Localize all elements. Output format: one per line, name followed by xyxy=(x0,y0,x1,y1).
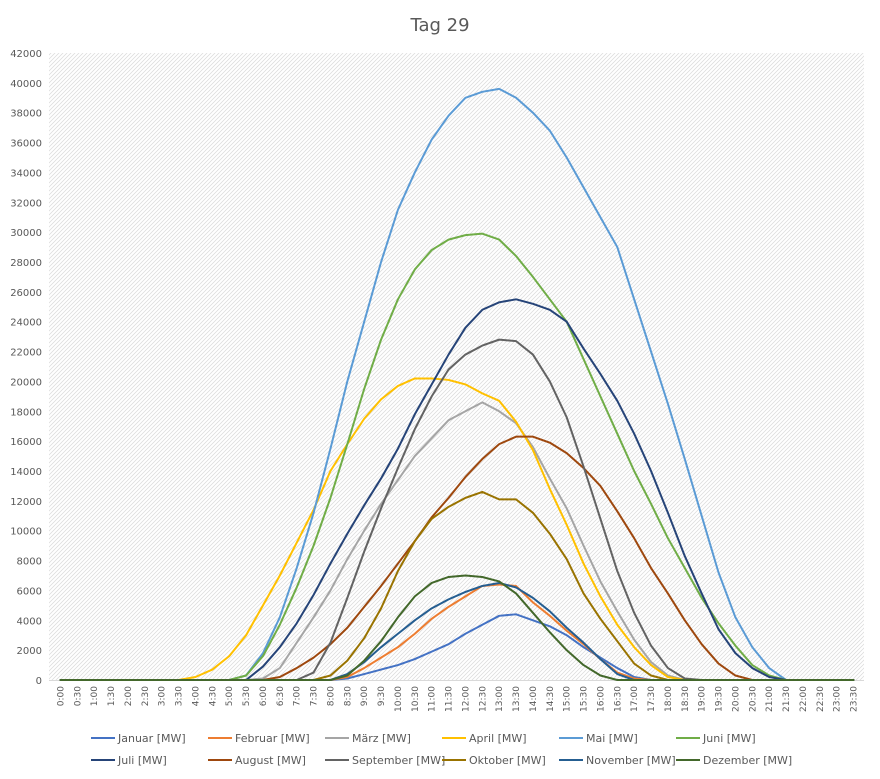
x-tick-label: 19:30 xyxy=(715,686,725,712)
y-tick-label: 6000 xyxy=(17,586,42,597)
y-tick-label: 42000 xyxy=(10,49,42,60)
x-tick-label: 11:30 xyxy=(445,686,455,712)
y-tick-label: 26000 xyxy=(10,288,42,299)
x-tick-label: 18:30 xyxy=(681,686,691,712)
x-tick-label: 16:30 xyxy=(613,686,623,712)
x-tick-label: 6:30 xyxy=(276,686,286,706)
x-tick-label: 0:00 xyxy=(57,686,67,706)
x-axis: 0:00 0:30 1:00 1:30 2:00 2:30 3:00 3:30 4:00 4:30… xyxy=(49,680,864,712)
x-tick-label: 17:00 xyxy=(630,686,640,712)
x-tick-label: 21:30 xyxy=(782,686,792,712)
x-tick-label: 8:30 xyxy=(343,686,353,706)
x-tick-label: 14:30 xyxy=(546,686,556,712)
x-tick-label: 21:00 xyxy=(765,686,775,712)
x-tick-label: 8:00 xyxy=(326,686,336,706)
x-tick-label: 20:30 xyxy=(748,686,758,712)
x-tick-label: 12:00 xyxy=(461,686,471,712)
x-tick-label: 7:00 xyxy=(293,686,303,706)
x-tick-label: 11:00 xyxy=(428,686,438,712)
y-tick-label: 28000 xyxy=(10,258,42,269)
x-tick-label: 1:00 xyxy=(90,686,100,706)
legend-label: November [MW] xyxy=(586,754,676,767)
x-tick-label: 22:00 xyxy=(799,686,809,712)
y-tick-label: 36000 xyxy=(10,139,42,150)
legend-label: Juli [MW] xyxy=(117,754,167,767)
x-tick-label: 10:00 xyxy=(394,686,404,712)
y-axis: 0 2000 4000 6000 8000 10000 12000 14000 16000 180… xyxy=(10,49,42,687)
y-tick-label: 10000 xyxy=(10,527,42,538)
x-tick-label: 0:30 xyxy=(73,686,83,706)
chart-title: Tag 29 xyxy=(409,15,469,36)
legend-label: August [MW] xyxy=(235,754,306,767)
x-tick-label: 1:30 xyxy=(107,686,117,706)
legend-label: April [MW] xyxy=(469,732,527,745)
legend-label: Februar [MW] xyxy=(235,732,310,745)
plot-area xyxy=(49,53,864,680)
legend-label: September [MW] xyxy=(352,754,445,767)
x-tick-label: 2:00 xyxy=(124,686,134,706)
y-tick-label: 2000 xyxy=(17,646,42,657)
legend-label: Januar [MW] xyxy=(117,732,186,745)
x-tick-label: 23:30 xyxy=(850,686,860,712)
x-tick-label: 4:30 xyxy=(208,686,218,706)
x-tick-label: 6:00 xyxy=(259,686,269,706)
x-tick-label: 12:30 xyxy=(478,686,488,712)
x-tick-label: 22:30 xyxy=(816,686,826,712)
y-tick-label: 40000 xyxy=(10,79,42,90)
y-tick-label: 14000 xyxy=(10,467,42,478)
y-tick-label: 20000 xyxy=(10,377,42,388)
x-tick-label: 18:00 xyxy=(664,686,674,712)
x-tick-label: 13:00 xyxy=(495,686,505,712)
x-tick-label: 2:30 xyxy=(141,686,151,706)
x-tick-label: 3:00 xyxy=(158,686,168,706)
x-tick-label: 16:00 xyxy=(596,686,606,712)
series-lines xyxy=(59,87,855,681)
x-tick-label: 7:30 xyxy=(310,686,320,706)
y-tick-label: 16000 xyxy=(10,437,42,448)
series-line-12 xyxy=(59,574,855,681)
x-tick-label: 17:30 xyxy=(647,686,657,712)
legend-label: Mai [MW] xyxy=(586,732,638,745)
x-tick-label: 15:00 xyxy=(563,686,573,712)
x-tick-label: 3:30 xyxy=(175,686,185,706)
x-tick-label: 5:00 xyxy=(225,686,235,706)
legend-label: Oktober [MW] xyxy=(469,754,546,767)
y-tick-label: 8000 xyxy=(17,557,42,568)
y-tick-label: 34000 xyxy=(10,168,42,179)
x-tick-label: 9:30 xyxy=(377,686,387,706)
y-tick-label: 22000 xyxy=(10,348,42,359)
y-tick-label: 24000 xyxy=(10,318,42,329)
legend: Januar [MW] Februar [MW] März [MW] April [M… xyxy=(91,732,792,767)
y-tick-label: 12000 xyxy=(10,497,42,508)
y-tick-label: 30000 xyxy=(10,228,42,239)
y-tick-label: 32000 xyxy=(10,198,42,209)
legend-label: Juni [MW] xyxy=(702,732,756,745)
x-tick-label: 5:30 xyxy=(242,686,252,706)
legend-label: März [MW] xyxy=(352,732,411,745)
legend-label: Dezember [MW] xyxy=(703,754,792,767)
y-tick-label: 38000 xyxy=(10,109,42,120)
x-tick-label: 19:00 xyxy=(698,686,708,712)
x-tick-label: 20:00 xyxy=(731,686,741,712)
x-tick-label: 15:30 xyxy=(580,686,590,712)
x-tick-label: 9:00 xyxy=(360,686,370,706)
x-tick-label: 23:00 xyxy=(833,686,843,712)
y-tick-label: 0 xyxy=(36,676,42,687)
y-tick-label: 18000 xyxy=(10,407,42,418)
y-tick-label: 4000 xyxy=(17,616,42,627)
x-tick-label: 13:30 xyxy=(512,686,522,712)
x-tick-label: 14:00 xyxy=(529,686,539,712)
x-tick-label: 4:00 xyxy=(191,686,201,706)
x-tick-label: 10:30 xyxy=(411,686,421,712)
